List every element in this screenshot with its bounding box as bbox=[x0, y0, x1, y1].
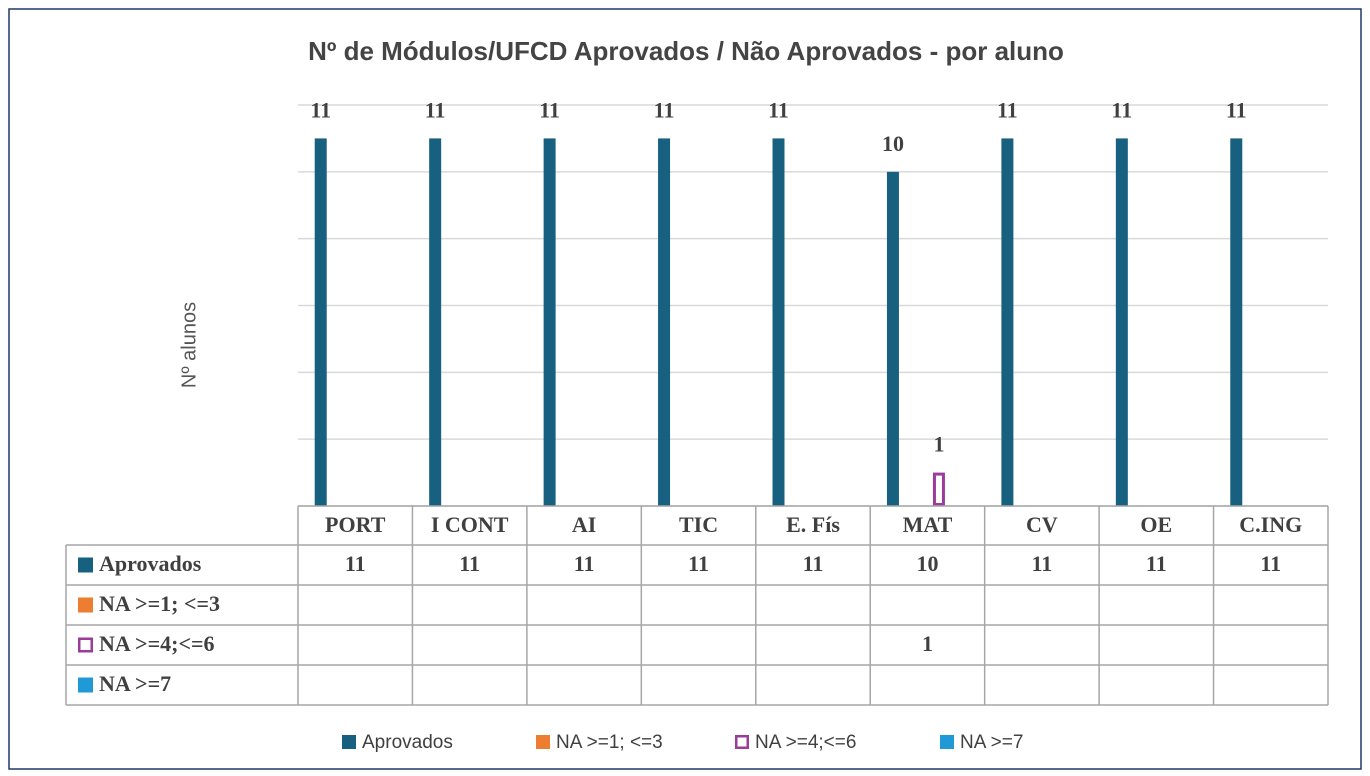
data-label: 11 bbox=[654, 97, 675, 122]
x-tick-label: AI bbox=[572, 512, 596, 537]
y-axis-label: Nº alunos bbox=[178, 302, 200, 388]
chart-frame bbox=[8, 8, 1362, 770]
table-value: 11 bbox=[1146, 551, 1167, 576]
table-row-label: NA >=4;<=6 bbox=[99, 631, 215, 656]
data-label: 10 bbox=[882, 131, 904, 156]
bar bbox=[772, 138, 785, 506]
x-tick-label: OE bbox=[1140, 512, 1172, 537]
table-value: 1 bbox=[922, 631, 933, 656]
data-label: 1 bbox=[933, 432, 944, 457]
legend-swatch bbox=[78, 557, 93, 573]
legend-label: NA >=7 bbox=[960, 732, 1023, 753]
data-label: 11 bbox=[997, 97, 1018, 122]
bar bbox=[543, 138, 556, 506]
data-label: 11 bbox=[768, 97, 789, 122]
table-value: 11 bbox=[459, 551, 480, 576]
bar bbox=[1230, 138, 1243, 506]
table-value: 11 bbox=[1260, 551, 1281, 576]
data-label: 11 bbox=[310, 97, 331, 122]
legend-label: NA >=4;<=6 bbox=[755, 732, 856, 753]
table-value: 11 bbox=[574, 551, 595, 576]
table-value: 11 bbox=[345, 551, 366, 576]
table-value: 10 bbox=[916, 551, 938, 576]
x-tick-label: C.ING bbox=[1239, 512, 1302, 537]
legend-swatch bbox=[735, 735, 749, 749]
data-label: 11 bbox=[539, 97, 560, 122]
legend-swatch bbox=[536, 735, 550, 749]
bar bbox=[1001, 138, 1014, 506]
bar bbox=[314, 138, 327, 506]
table-row-label: Aprovados bbox=[99, 551, 202, 576]
data-label: 11 bbox=[1226, 97, 1247, 122]
table-row-label: NA >=1; <=3 bbox=[99, 591, 220, 616]
x-tick-label: TIC bbox=[679, 512, 718, 537]
chart-title: Nº de Módulos/UFCD Aprovados / Não Aprov… bbox=[308, 36, 1064, 66]
x-tick-label: E. Fís bbox=[786, 512, 840, 537]
table-value: 11 bbox=[1031, 551, 1052, 576]
legend-label: Aprovados bbox=[362, 732, 453, 753]
legend-swatch bbox=[342, 735, 356, 749]
bar bbox=[932, 472, 945, 507]
x-tick-label: MAT bbox=[903, 512, 953, 537]
legend-swatch bbox=[940, 735, 954, 749]
x-tick-label: I CONT bbox=[431, 512, 509, 537]
bar bbox=[429, 138, 442, 506]
table-row-label: NA >=7 bbox=[99, 671, 171, 696]
bar bbox=[658, 138, 671, 506]
legend-swatch bbox=[78, 597, 93, 613]
x-tick-label: CV bbox=[1026, 512, 1058, 537]
legend-swatch bbox=[78, 677, 93, 693]
data-label: 11 bbox=[425, 97, 446, 122]
data-label: 11 bbox=[1111, 97, 1132, 122]
bar bbox=[886, 171, 899, 507]
table-value: 11 bbox=[688, 551, 709, 576]
x-tick-label: PORT bbox=[325, 512, 386, 537]
table-value: 11 bbox=[803, 551, 824, 576]
legend-swatch bbox=[78, 637, 93, 653]
bar bbox=[1115, 138, 1128, 506]
legend-label: NA >=1; <=3 bbox=[556, 732, 663, 753]
